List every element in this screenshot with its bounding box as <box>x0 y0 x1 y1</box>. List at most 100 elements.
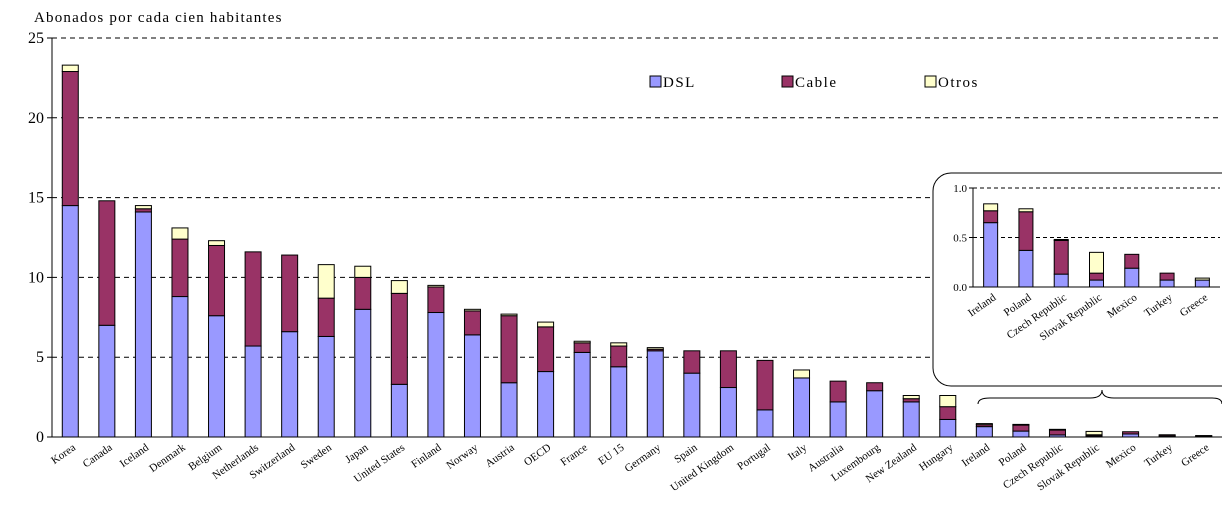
legend-swatch-cable <box>781 75 794 88</box>
bar-segment-otros <box>208 240 226 246</box>
bar-segment-cable <box>719 350 737 389</box>
x-tick-label: Japan <box>343 441 371 465</box>
bar-segment-otros <box>171 227 189 240</box>
y-tick-label: 5 <box>36 349 44 366</box>
x-tick-label: United Kingdom <box>668 441 736 494</box>
inset-bar-segment-cable <box>1053 239 1069 275</box>
bar-segment-cable <box>61 71 79 207</box>
bar-segment-dsl <box>1012 430 1030 438</box>
y-tick-label: 10 <box>28 269 44 286</box>
x-tick-label: Sweden <box>299 441 335 471</box>
bar-segment-cable <box>281 254 299 333</box>
x-tick-label: Portugal <box>735 442 772 473</box>
bar-segment-otros <box>463 308 481 312</box>
inset-bar-segment-cable <box>1089 272 1104 281</box>
y-tick-label: 20 <box>28 110 44 127</box>
bar-segment-dsl <box>939 418 957 438</box>
bar-segment-cable <box>317 297 335 337</box>
bar-segment-dsl <box>975 426 993 438</box>
bar-segment-dsl <box>61 205 79 438</box>
bar-segment-dsl <box>281 331 299 438</box>
bar-segment-dsl <box>866 390 884 438</box>
inset-bar-segment-otros <box>1089 251 1104 274</box>
bar-segment-cable <box>829 380 847 403</box>
inset-bar-segment-dsl <box>1159 279 1175 288</box>
y-tick-label: 25 <box>28 30 44 47</box>
inset-bar-segment-dsl <box>1194 279 1210 288</box>
bar-segment-dsl <box>390 383 408 438</box>
bar-segment-dsl <box>719 387 737 438</box>
bar-segment-dsl <box>427 312 445 438</box>
y-axis-title: Abonados por cada cien habitantes <box>34 10 283 26</box>
x-tick-label: EU 15 <box>596 441 627 467</box>
inset-y-tick-label: 1.0 <box>953 183 967 195</box>
inset-bar-segment-cable <box>1124 253 1140 269</box>
inset-bar-segment-dsl <box>1124 267 1140 288</box>
bar-segment-dsl <box>683 372 701 438</box>
y-tick-label: 0 <box>36 429 44 446</box>
bar-segment-cable <box>244 251 262 347</box>
bar-segment-dsl <box>829 401 847 438</box>
bar-segment-dsl <box>244 345 262 438</box>
x-tick-label: Norway <box>444 441 480 471</box>
bar-segment-otros <box>427 284 445 288</box>
x-tick-label: OECD <box>522 442 553 469</box>
x-tick-label: Slovak Republic <box>1035 442 1102 494</box>
bar-segment-otros <box>1085 430 1103 436</box>
x-tick-label: Finland <box>409 441 444 470</box>
bar-segment-dsl <box>537 371 555 438</box>
inset-bar-segment-otros <box>1194 277 1210 281</box>
bar-segment-dsl <box>317 335 335 438</box>
bar-segment-otros <box>793 369 811 379</box>
bar-segment-cable <box>208 244 226 317</box>
bar-segment-cable <box>537 326 555 373</box>
bar-segment-cable <box>500 315 518 384</box>
bar-segment-dsl <box>573 351 591 438</box>
legend-label: Otros <box>938 75 979 91</box>
bar-segment-dsl <box>610 366 628 438</box>
y-tick-label: 15 <box>28 190 44 207</box>
x-tick-label: Greece <box>1179 442 1211 470</box>
bar-segment-otros <box>1012 423 1030 426</box>
bar-segment-dsl <box>134 211 152 438</box>
bar-segment-cable <box>427 286 445 314</box>
bar-segment-otros <box>573 340 591 344</box>
bar-segment-dsl <box>756 409 774 438</box>
x-tick-label: Hungary <box>917 441 956 473</box>
bar-segment-cable <box>939 406 957 420</box>
x-tick-label: Canada <box>81 442 115 471</box>
inset-bar-segment-cable <box>1018 211 1034 251</box>
bar-segment-cable <box>354 276 372 310</box>
inset-bar-segment-cable <box>983 210 999 224</box>
bar-segment-cable <box>610 345 628 368</box>
bar-segment-dsl <box>463 334 481 438</box>
bar-segment-otros <box>610 342 628 347</box>
legend-label: Cable <box>795 75 838 91</box>
bar-segment-dsl <box>500 382 518 438</box>
inset-bar-segment-cable <box>1159 272 1175 281</box>
bar-segment-cable <box>390 292 408 385</box>
bar-segment-otros <box>975 423 993 426</box>
legend-swatch-dsl <box>649 75 662 88</box>
legend-swatch-otros <box>924 75 937 88</box>
x-tick-label: Denmark <box>147 441 188 475</box>
inset-bar-segment-dsl <box>1053 273 1069 288</box>
x-tick-label: Ireland <box>960 441 993 469</box>
x-tick-label: Mexico <box>1104 441 1139 470</box>
bar-segment-otros <box>537 321 555 328</box>
x-tick-label: Germany <box>623 441 664 475</box>
x-tick-label: France <box>558 442 589 469</box>
bar-segment-otros <box>902 395 920 400</box>
bar-segment-dsl <box>171 296 189 438</box>
bar-segment-otros <box>646 347 664 350</box>
bar-segment-dsl <box>646 350 664 438</box>
x-tick-label: Italy <box>786 441 810 463</box>
bar-segment-dsl <box>902 401 920 438</box>
bar-segment-dsl <box>354 308 372 438</box>
bar-segment-cable <box>171 238 189 298</box>
inset-bar-segment-dsl <box>1018 249 1034 288</box>
bar-segment-otros <box>939 395 957 408</box>
bar-segment-otros <box>1195 435 1213 437</box>
inset-bar-segment-otros <box>983 203 999 212</box>
